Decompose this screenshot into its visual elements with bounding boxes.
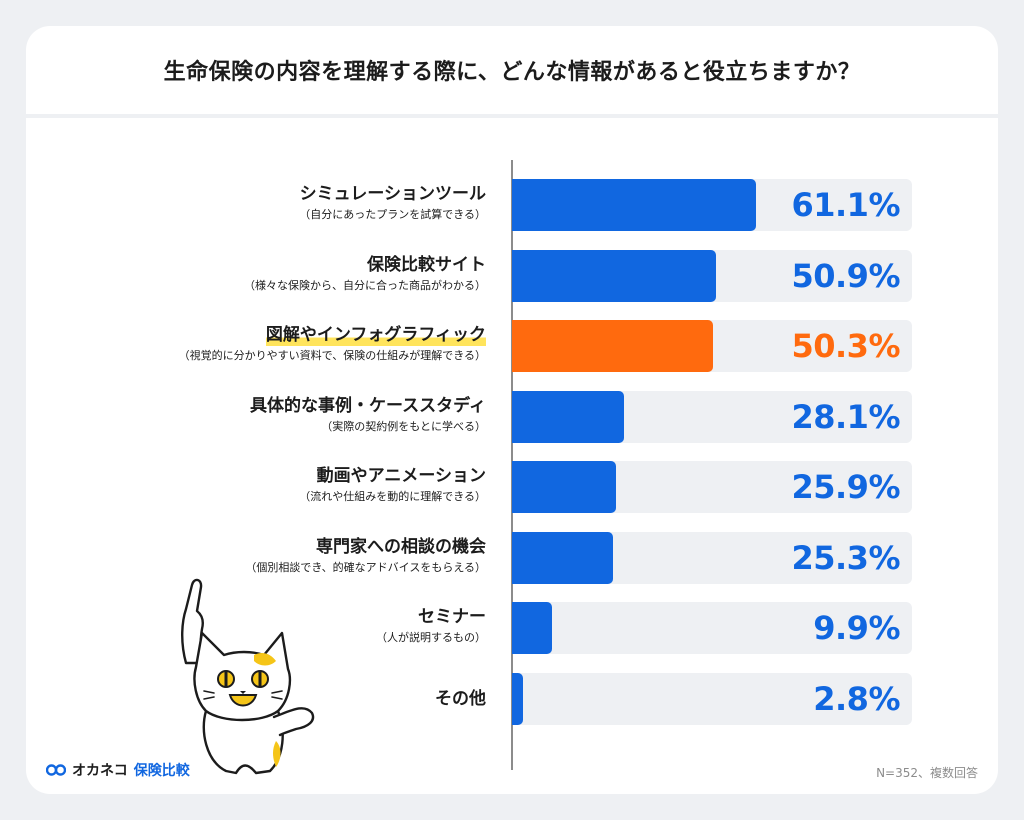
category-sublabel: （流れや仕組みを動的に理解できる） [299, 490, 486, 503]
bar-track: 61.1% [512, 179, 912, 231]
bar-mark [512, 249, 716, 302]
bar-mark [512, 179, 757, 231]
value-label: 50.3% [791, 327, 900, 365]
bar-mark [512, 672, 524, 725]
bar-row: 動画やアニメーション （流れや仕組みを動的に理解できる） 25.9% [26, 461, 998, 513]
category-label: シミュレーションツール [299, 184, 486, 204]
value-label: 25.9% [791, 468, 900, 506]
category-sublabel: （自分にあったプランを試算できる） [299, 208, 486, 221]
category-label-group: 専門家への相談の機会 （個別相談でき、的確なアドバイスをもらえる） [46, 536, 486, 576]
value-label: 25.3% [791, 538, 900, 577]
logo-text: オカネコ [72, 763, 128, 779]
category-sublabel: （実際の契約例をもとに学べる） [321, 419, 486, 433]
value-label: 2.8% [813, 679, 900, 718]
category-label-group: 図解やインフォグラフィック （視覚的に分かりやすい資料で、保険の仕組みが理解できる… [46, 324, 486, 364]
value-label: 61.1% [791, 186, 900, 224]
cat-mascot-illustration [181, 578, 315, 775]
sample-note: N=352、複数回答 [876, 766, 978, 780]
category-label-group: 具体的な事例・ケーススタディ （実際の契約例をもとに学べる） [46, 395, 486, 435]
category-label: 保険比較サイト [367, 254, 486, 275]
chart-title: 生命保険の内容を理解する際に、どんな情報があると役立ちますか？ [163, 60, 861, 85]
category-label-group: 動画やアニメーション （流れや仕組みを動的に理解できる） [46, 465, 486, 505]
bar-row: シミュレーションツール （自分にあったプランを試算できる） 61.1% [26, 179, 998, 231]
bar-row: 専門家への相談の機会 （個別相談でき、的確なアドバイスをもらえる） 25.3% [26, 531, 998, 584]
bar-row: 具体的な事例・ケーススタディ （実際の契約例をもとに学べる） 28.1% [26, 390, 998, 443]
chart-card: 生命保険の内容を理解する際に、どんな情報があると役立ちますか？ シミュレーション… [26, 26, 998, 794]
bar-mark [512, 531, 614, 584]
bar-mark [512, 390, 625, 443]
bar-row: 保険比較サイト （様々な保険から、自分に合った商品がわかる） 50.9% [26, 249, 998, 302]
category-label: 具体的な事例・ケーススタディ [250, 395, 486, 416]
category-sublabel: （視覚的に分かりやすい資料で、保険の仕組みが理解できる） [178, 349, 486, 362]
category-label: 図解やインフォグラフィック [265, 324, 486, 346]
bar-row: セミナー （人が説明するもの） 9.9% [26, 602, 998, 654]
bar-row: その他 2.8% [26, 672, 998, 725]
bar-track: 25.3% [512, 531, 912, 584]
bar-mark [512, 320, 714, 372]
bar-track: 9.9% [512, 602, 912, 654]
category-label-group: セミナー （人が説明するもの） [46, 606, 486, 646]
value-label: 50.9% [791, 256, 900, 295]
category-label-group: 保険比較サイト （様々な保険から、自分に合った商品がわかる） [46, 254, 486, 294]
okaneko-logo-icon [46, 764, 66, 776]
brand-logo: オカネコ 保険比較 [46, 760, 190, 780]
bar-track: 25.9% [512, 461, 912, 513]
category-label-group: その他 [46, 688, 486, 710]
bar-mark [512, 602, 552, 654]
bar-mark [512, 461, 616, 513]
bar-track: 28.1% [512, 390, 912, 443]
value-label: 28.1% [791, 397, 900, 436]
bar-track: 50.9% [512, 249, 912, 302]
bar-row: 図解やインフォグラフィック （視覚的に分かりやすい資料で、保険の仕組みが理解できる… [26, 320, 998, 372]
category-label: セミナー [418, 607, 486, 627]
category-label: 専門家への相談の機会 [316, 536, 486, 557]
logo-subtext: 保険比較 [133, 763, 190, 779]
title-bar: 生命保険の内容を理解する際に、どんな情報があると役立ちますか？ [26, 26, 998, 118]
category-label: 動画やアニメーション [316, 466, 486, 486]
bar-track: 50.3% [512, 320, 912, 372]
bar-track: 2.8% [512, 672, 912, 725]
category-sublabel: （様々な保険から、自分に合った商品がわかる） [244, 278, 486, 292]
category-sublabel: （人が説明するもの） [376, 631, 486, 644]
category-sublabel: （個別相談でき、的確なアドバイスをもらえる） [245, 560, 486, 574]
category-label-group: シミュレーションツール （自分にあったプランを試算できる） [46, 183, 486, 223]
value-label: 9.9% [813, 609, 900, 647]
category-label: その他 [435, 688, 486, 709]
